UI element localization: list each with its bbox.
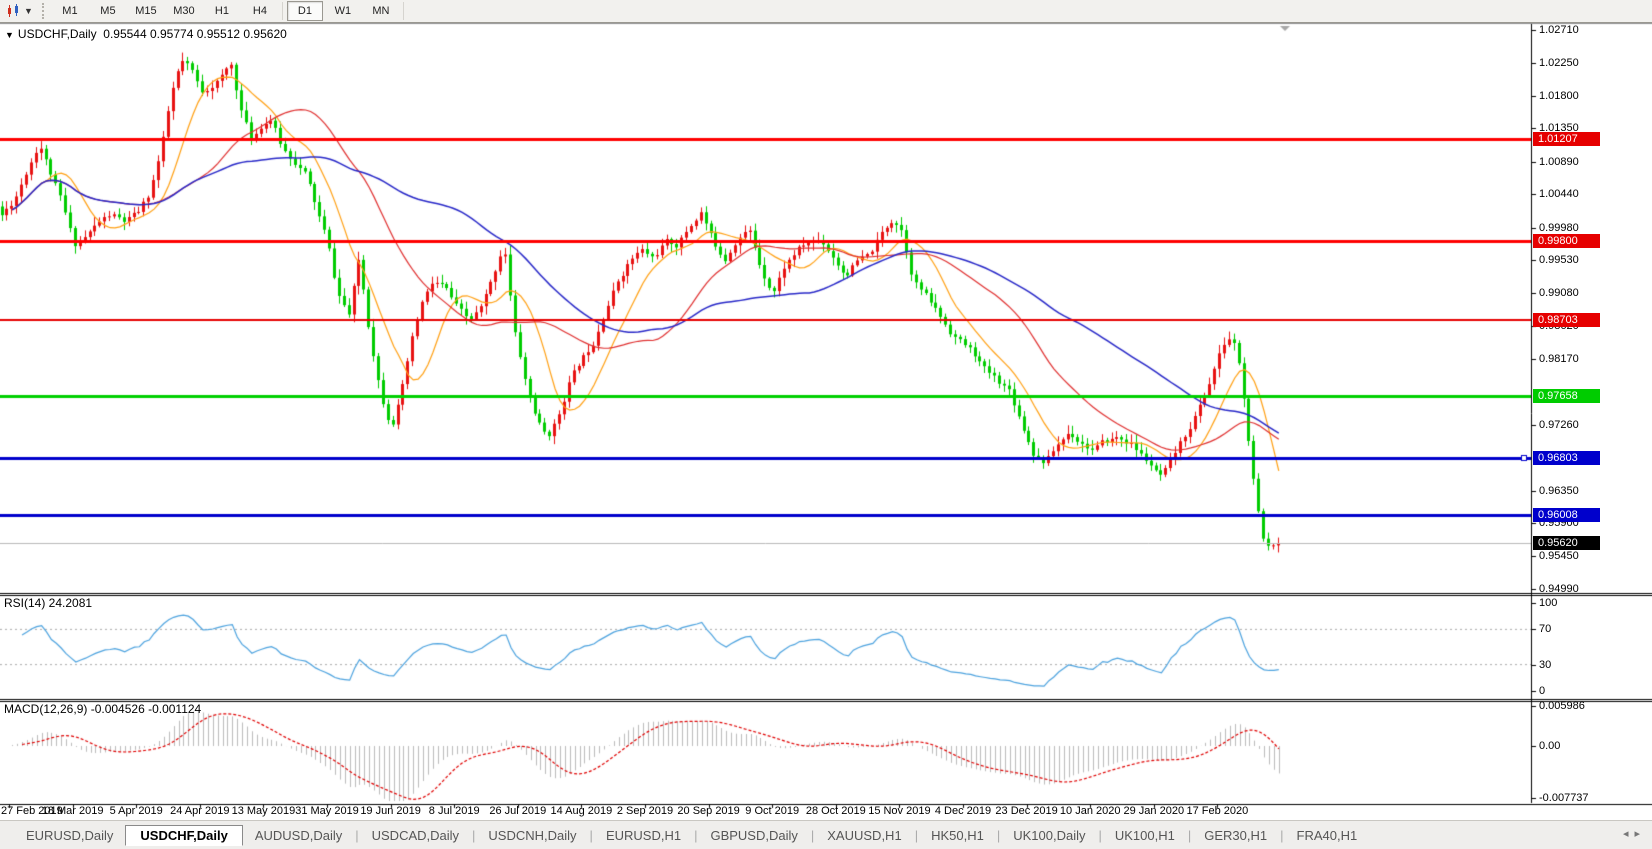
timeframe-button-M5[interactable]: M5 <box>100 5 116 17</box>
timeframe-button-M15[interactable]: M15 <box>135 5 157 17</box>
timeframe-button-M30[interactable]: M30 <box>173 5 195 17</box>
tab-ger30-h1[interactable]: GER30,H1 <box>1204 828 1268 843</box>
tab-separator: | <box>1098 828 1102 843</box>
tab-separator: | <box>589 828 593 843</box>
timeframe-button-H1[interactable]: H1 <box>214 5 229 17</box>
tab-usdcad-daily[interactable]: USDCAD,Daily <box>371 828 460 843</box>
tab-eurusd-daily[interactable]: EURUSD,Daily <box>26 828 114 843</box>
tab-usdcnh-daily[interactable]: USDCNH,Daily <box>488 828 577 843</box>
tab-xauusd-h1[interactable]: XAUUSD,H1 <box>827 828 902 843</box>
tab-gbpusd-daily[interactable]: GBPUSD,Daily <box>710 828 798 843</box>
timeframe-button-MN[interactable]: MN <box>372 5 390 17</box>
timeframe-button-D1[interactable]: D1 <box>286 1 323 21</box>
tab-bar: EURUSD,Daily USDCHF,Daily AUDUSD,Daily | USD… <box>0 820 1652 849</box>
tab-separator: | <box>810 828 815 843</box>
tab-separator: | <box>996 828 1001 843</box>
tab-uk100-h1[interactable]: UK100,H1 <box>1114 828 1175 843</box>
tab-separator: | <box>1280 828 1284 843</box>
toolbar-grip[interactable] <box>41 3 47 19</box>
tab-separator: | <box>694 828 698 843</box>
tab-separator: | <box>355 828 359 843</box>
toolbar-separator <box>402 2 404 20</box>
toolbar-separator <box>281 2 283 20</box>
tab-hk50-h1[interactable]: HK50,H1 <box>931 828 984 843</box>
tab-scroll-right-icon: ▸ <box>1634 828 1646 840</box>
dropdown-caret-icon: ▼ <box>24 6 33 16</box>
timeframe-button-H4[interactable]: H4 <box>252 5 267 17</box>
tab-separator: | <box>1187 828 1192 843</box>
tab-uk100-daily[interactable]: UK100,Daily <box>1013 828 1086 843</box>
tab-usdchf-daily[interactable]: USDCHF,Daily <box>125 825 243 846</box>
tab-scroll-arrows[interactable]: ◂▸ <box>1623 827 1646 840</box>
tab-eurusd-h1[interactable]: EURUSD,H1 <box>605 828 682 843</box>
timeframes-toolbar: ▼ M1 M5 M15 M30 H1 H4 D1 W1 MN <box>0 0 1652 23</box>
tab-scroll-left-icon: ◂ <box>1622 828 1635 840</box>
tab-audusd-daily[interactable]: AUDUSD,Daily <box>254 828 343 843</box>
timeframe-button-W1[interactable]: W1 <box>334 5 352 17</box>
tab-fra40-h1[interactable]: FRA40,H1 <box>1296 828 1358 843</box>
tab-separator: | <box>472 828 476 843</box>
timeframe-button-M1[interactable]: M1 <box>62 5 78 17</box>
tab-separator: | <box>914 828 919 843</box>
chart-period-icon <box>8 4 18 17</box>
chart-period-button[interactable]: ▼ <box>3 3 36 19</box>
